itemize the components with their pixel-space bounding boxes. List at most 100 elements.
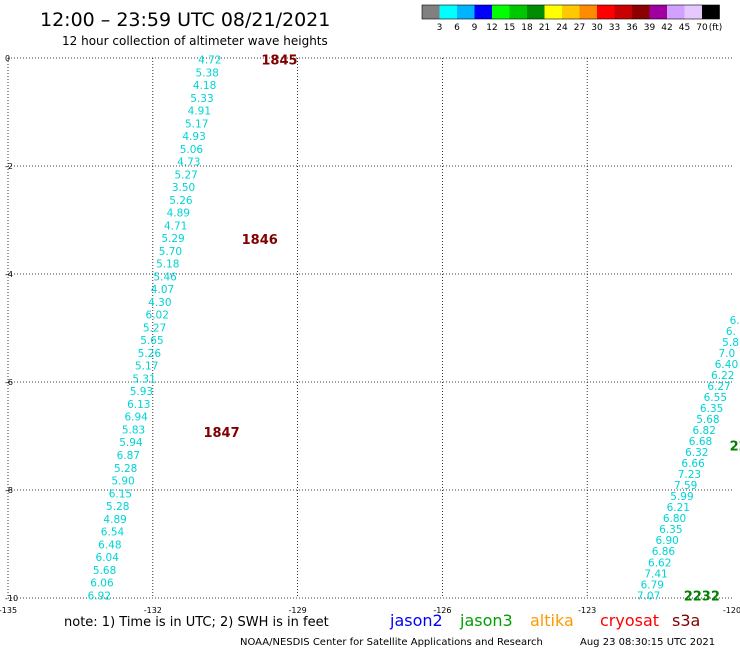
wave-height-label: 5.06 bbox=[180, 144, 204, 156]
wave-height-label: 6.35 bbox=[659, 524, 682, 536]
legend-swatch bbox=[702, 5, 720, 19]
legend-label: 15 bbox=[504, 23, 515, 33]
legend-swatch bbox=[527, 5, 545, 19]
wave-height-label: 6.35 bbox=[700, 403, 723, 415]
wave-height-label: 7.07 bbox=[637, 590, 660, 602]
wave-height-label: 6.87 bbox=[117, 450, 140, 462]
wave-height-label: 4.91 bbox=[188, 106, 211, 118]
wave-height-label: 6.80 bbox=[663, 513, 686, 525]
wave-height-label: 5.28 bbox=[106, 501, 129, 513]
x-tick-label: -129 bbox=[289, 606, 307, 615]
legend-label: 18 bbox=[521, 23, 533, 33]
legend-swatch bbox=[579, 5, 597, 19]
wave-height-label: 4.18 bbox=[193, 80, 216, 92]
wave-height-label: 3.50 bbox=[172, 182, 195, 194]
wave-height-label: 4.30 bbox=[148, 297, 171, 309]
wave-height-label: 6.94 bbox=[124, 412, 148, 424]
wave-height-label: 6.04 bbox=[96, 552, 120, 564]
legend-label: 45 bbox=[679, 23, 690, 33]
legend-swatch bbox=[474, 5, 492, 19]
wave-height-label: 6.55 bbox=[704, 392, 727, 404]
time-label: 22 bbox=[730, 440, 740, 455]
wave-height-label: 6.90 bbox=[655, 535, 678, 547]
legend-swatch bbox=[667, 5, 685, 19]
legend-label: 36 bbox=[626, 23, 638, 33]
legend-unit: (ft) bbox=[709, 23, 723, 33]
credit-line: NOAA/NESDIS Center for Satellite Applica… bbox=[240, 637, 543, 648]
legend-label: 39 bbox=[644, 23, 656, 33]
wave-height-label: 5.99 bbox=[670, 491, 693, 503]
time-label: 2232 bbox=[684, 589, 720, 604]
y-tick-label: -6 bbox=[5, 378, 13, 387]
wave-height-label: 4.72 bbox=[198, 55, 221, 67]
wave-height-label: 6.15 bbox=[109, 488, 132, 500]
wave-height-label: 6. bbox=[726, 326, 736, 338]
wave-height-label: 5.27 bbox=[143, 322, 166, 334]
legend-swatch bbox=[422, 5, 440, 19]
legend-swatch bbox=[509, 5, 527, 19]
grid-lines bbox=[7, 57, 732, 599]
satellite-legend: jason2 jason3 altika cryosat s3a bbox=[389, 611, 700, 630]
satellite-jason3: jason3 bbox=[459, 611, 513, 630]
chart-subtitle: 12 hour collection of altimeter wave hei… bbox=[62, 34, 328, 48]
legend-label: 42 bbox=[661, 23, 672, 33]
wave-height-label: 5.26 bbox=[138, 348, 162, 360]
wave-height-label: 5.90 bbox=[111, 476, 134, 488]
legend-label: 21 bbox=[539, 23, 550, 33]
legend-swatch bbox=[649, 5, 667, 19]
wave-height-label: 6.06 bbox=[90, 578, 114, 590]
legend-swatch bbox=[597, 5, 615, 19]
legend-swatch bbox=[632, 5, 650, 19]
wave-height-label: 5.46 bbox=[153, 271, 177, 283]
legend-label: 9 bbox=[472, 23, 478, 33]
wave-height-label: 4.89 bbox=[167, 208, 190, 220]
legend-swatch bbox=[544, 5, 562, 19]
legend-swatch bbox=[457, 5, 475, 19]
satellite-jason2: jason2 bbox=[389, 611, 443, 630]
wave-height-label: 6.79 bbox=[641, 579, 664, 591]
legend-label: 3 bbox=[437, 23, 443, 33]
wave-height-label: 6.21 bbox=[667, 502, 690, 514]
wave-height-label: 4.73 bbox=[177, 157, 200, 169]
wave-height-label: 6.40 bbox=[715, 359, 738, 371]
wave-height-label: 6.66 bbox=[681, 458, 705, 470]
legend-label: 6 bbox=[454, 23, 460, 33]
legend-swatch bbox=[684, 5, 702, 19]
wave-height-label: 6.48 bbox=[98, 539, 121, 551]
wave-height-label: 6.54 bbox=[101, 527, 125, 539]
y-tick-label: -2 bbox=[5, 162, 13, 171]
wave-height-label: 5.68 bbox=[93, 565, 116, 577]
wave-height-label: 6.02 bbox=[146, 310, 169, 322]
time-label: 1846 bbox=[242, 233, 278, 248]
satellite-s3a: s3a bbox=[672, 611, 700, 630]
wave-height-label: 5.17 bbox=[135, 361, 158, 373]
legend-label: 33 bbox=[609, 23, 620, 33]
wave-height-label: 5.38 bbox=[196, 67, 219, 79]
y-tick-label: -4 bbox=[5, 270, 13, 279]
legend-label: 30 bbox=[591, 23, 603, 33]
wave-height-label: 5.8 bbox=[722, 337, 739, 349]
satellite-cryosat: cryosat bbox=[600, 611, 659, 630]
time-labels: 1845 1846 1847 2232 22 bbox=[203, 54, 740, 605]
wave-height-label: 6.27 bbox=[707, 381, 730, 393]
wave-height-label: 5.28 bbox=[114, 463, 137, 475]
x-tick-label: -120 bbox=[723, 606, 740, 615]
x-tick-label: -132 bbox=[144, 606, 162, 615]
wave-height-label: 6.62 bbox=[648, 557, 671, 569]
x-tick-label: -135 bbox=[0, 606, 17, 615]
wave-height-label: 5.29 bbox=[161, 233, 184, 245]
legend-label: 12 bbox=[486, 23, 497, 33]
axes: 0 -2 -4 -6 -8 -10 -135 -132 -129 -126 -123 -120 bbox=[0, 54, 740, 615]
wave-height-label: 4.07 bbox=[151, 284, 174, 296]
wave-height-label: 5.93 bbox=[130, 386, 153, 398]
y-tick-label: -8 bbox=[5, 486, 13, 495]
wave-height-label: 5.94 bbox=[119, 437, 143, 449]
legend-label: 24 bbox=[556, 23, 568, 33]
timestamp: Aug 23 08:30:15 UTC 2021 bbox=[580, 637, 715, 648]
wave-height-label: 6. bbox=[730, 315, 740, 327]
chart-title: 12:00 – 23:59 UTC 08/21/2021 bbox=[40, 9, 330, 31]
legend-border bbox=[421, 4, 720, 20]
legend-swatch bbox=[492, 5, 510, 19]
legend-swatch bbox=[562, 5, 580, 19]
legend-label: 27 bbox=[574, 23, 585, 33]
